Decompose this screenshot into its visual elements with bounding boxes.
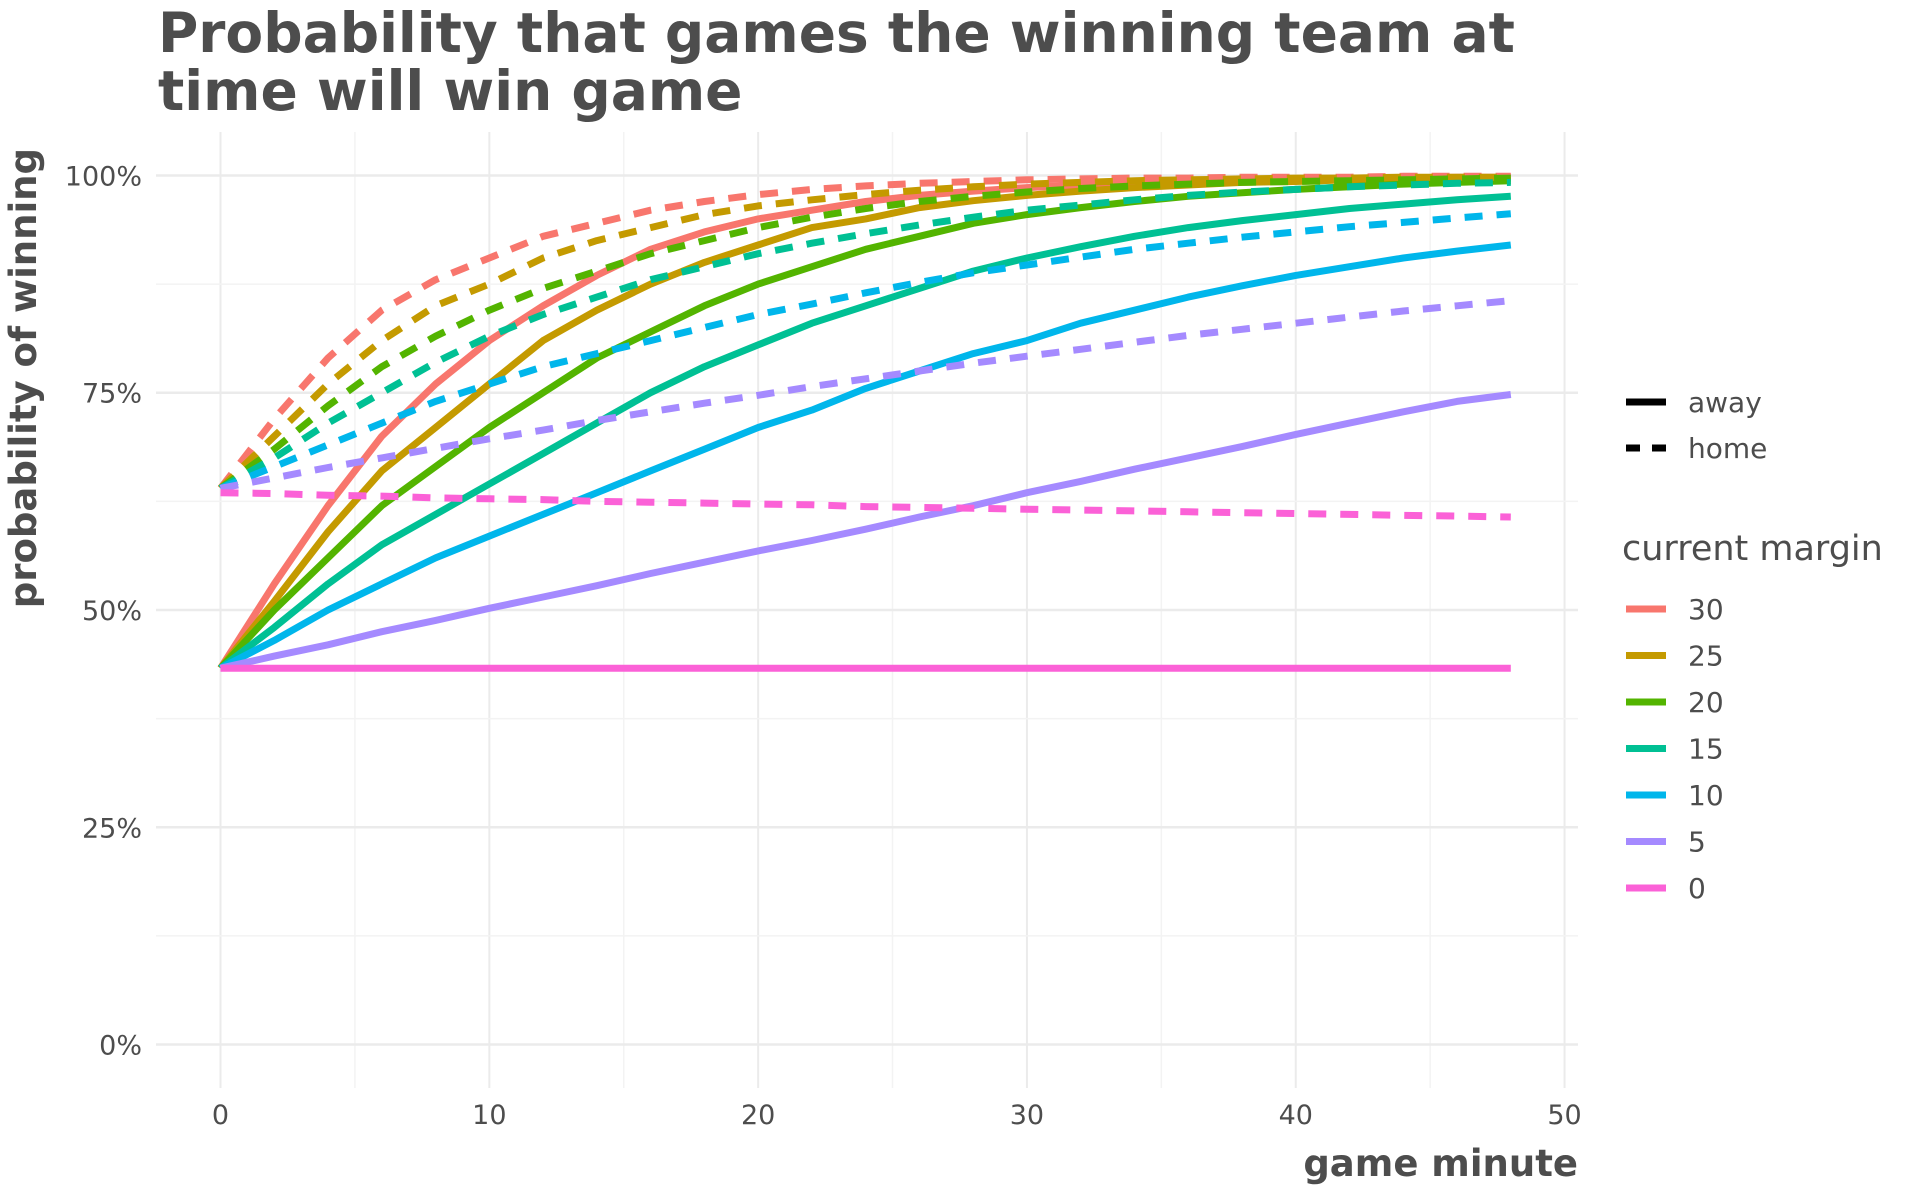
color-label-10: 10 xyxy=(1688,779,1724,812)
linetype-legend: away home xyxy=(1626,386,1767,465)
x-tick-label: 10 xyxy=(472,1100,506,1131)
color-label-0: 0 xyxy=(1688,872,1706,905)
series-line-home-30 xyxy=(217,172,1511,491)
legend: away home current margin 30 25 20 15 10 5 0 xyxy=(1622,386,1883,905)
series-line-away-20 xyxy=(217,177,1511,671)
y-tick-label: 75% xyxy=(82,379,142,410)
series-line-home-25 xyxy=(218,173,1511,491)
color-legend: 30 25 20 15 10 5 0 xyxy=(1626,593,1724,905)
series-layer xyxy=(217,172,1512,672)
x-tick-label: 40 xyxy=(1279,1100,1313,1131)
series-line-home-0 xyxy=(220,489,1511,521)
y-tick-label: 25% xyxy=(82,813,142,844)
grid-layer xyxy=(156,132,1578,1088)
y-axis-title: probability of winning xyxy=(2,148,45,608)
series-line-away-5 xyxy=(219,391,1512,672)
tick-layer: 0 10 20 30 40 50 0% 25% 50% 75% 100% xyxy=(65,161,1582,1131)
color-label-20: 20 xyxy=(1688,686,1724,719)
x-axis-title: game minute xyxy=(1303,1142,1578,1185)
color-label-15: 15 xyxy=(1688,733,1724,766)
series-line-home-10 xyxy=(219,210,1512,492)
series-line-away-15 xyxy=(218,192,1512,671)
chart-title: Probability that games the winning team … xyxy=(158,1,1515,123)
y-tick-label: 0% xyxy=(99,1031,142,1062)
x-tick-label: 0 xyxy=(212,1100,229,1131)
series-line-away-10 xyxy=(218,241,1512,672)
color-label-5: 5 xyxy=(1688,826,1706,859)
y-tick-label: 50% xyxy=(82,596,142,627)
linetype-label-home: home xyxy=(1688,432,1767,465)
series-line-home-20 xyxy=(218,174,1511,492)
x-tick-label: 20 xyxy=(741,1100,775,1131)
series-line-home-15 xyxy=(218,178,1511,492)
x-tick-label: 30 xyxy=(1010,1100,1044,1131)
color-label-30: 30 xyxy=(1688,593,1724,626)
x-tick-label: 50 xyxy=(1547,1100,1581,1131)
series-line-home-5 xyxy=(219,297,1512,492)
y-tick-label: 100% xyxy=(65,161,142,192)
linetype-label-away: away xyxy=(1688,386,1762,419)
color-legend-title: current margin xyxy=(1622,529,1883,569)
color-label-25: 25 xyxy=(1688,640,1724,673)
